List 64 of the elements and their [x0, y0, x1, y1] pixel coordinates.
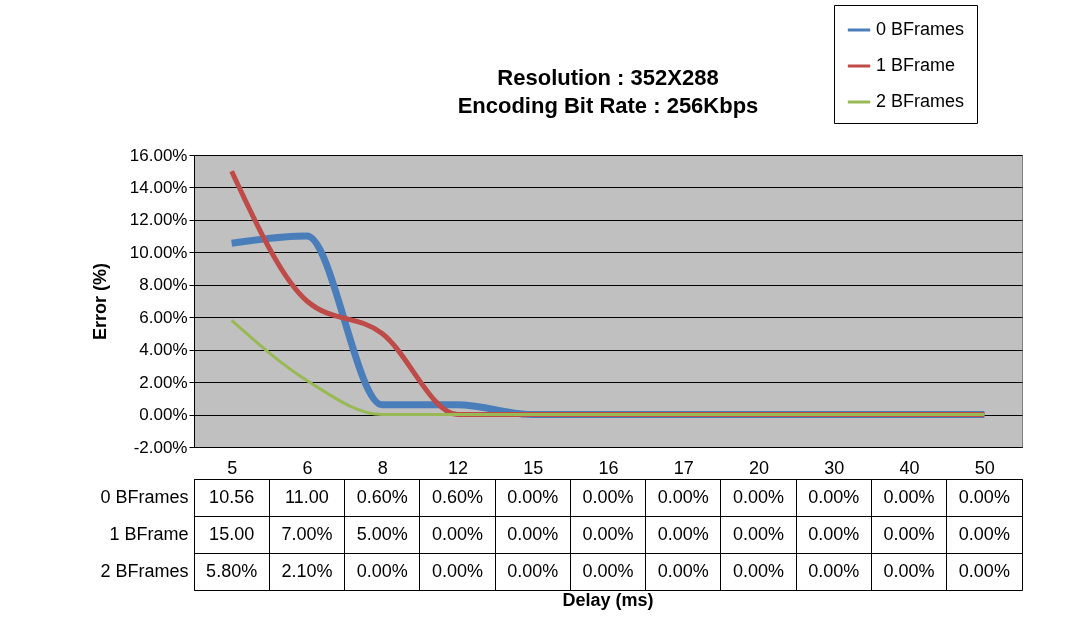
data-label: 11.00 [285, 486, 329, 507]
data-label: 0.00% [808, 523, 860, 544]
text: 1 BFrame [109, 523, 189, 544]
data-label: 2.10% [281, 560, 333, 581]
data-label: 0.00% [808, 560, 860, 581]
data-label: 5.80% [206, 560, 258, 581]
x-tick-label: 8 [377, 457, 388, 478]
text: 0 BFrames [100, 486, 189, 507]
data-label: 0.00% [958, 486, 1010, 507]
x-tick-label: 6 [302, 457, 313, 478]
y-tick-label: 8.00% [139, 275, 188, 295]
data-label: 0.00% [431, 523, 483, 544]
y-tick-label: 2.00% [139, 372, 188, 392]
y-tick-label: 16.00% [129, 145, 188, 165]
y-tick-label: -2.00% [133, 437, 188, 457]
legend-label: 1 BFrame [876, 55, 956, 75]
data-label: 0.00% [431, 560, 483, 581]
chart-subtitle: Encoding Bit Rate : 256Kbps [457, 93, 759, 118]
data-label: 0.00% [733, 523, 785, 544]
chart-title: Resolution : 352X288 [497, 65, 719, 90]
y-tick-label: 4.00% [139, 340, 188, 360]
text: Delay (ms) [562, 590, 654, 610]
legend-label: 0 BFrames [876, 19, 965, 39]
x-tick-label: 20 [749, 457, 770, 478]
x-tick-label: 5 [227, 457, 238, 478]
data-label: 0.00% [507, 486, 559, 507]
data-label: 0.00% [507, 523, 559, 544]
legend-label: 2 BFrames [876, 91, 965, 111]
data-label: 0.60% [356, 486, 408, 507]
y-tick-label: 14.00% [129, 177, 188, 197]
data-label: 0.00% [808, 486, 860, 507]
data-label: 0.00% [657, 560, 709, 581]
y-tick-label: 10.00% [129, 242, 188, 262]
data-label: 10.56 [209, 486, 255, 507]
x-tick-label: 17 [673, 457, 694, 478]
data-label: 0.00% [657, 523, 709, 544]
data-label: 0.00% [582, 486, 634, 507]
data-label: 0.00% [582, 523, 634, 544]
data-label: 5.00% [356, 523, 408, 544]
data-label: 0.00% [356, 560, 408, 581]
data-label: 0.00% [733, 560, 785, 581]
data-label: 15.00 [209, 523, 255, 544]
data-label: 0.00% [507, 560, 559, 581]
data-label: 0.00% [883, 523, 935, 544]
x-tick-label: 40 [899, 457, 920, 478]
x-tick-label: 12 [447, 457, 468, 478]
text: 2 BFrames [100, 560, 189, 581]
x-tick-label: 15 [523, 457, 544, 478]
y-tick-label: 12.00% [129, 210, 188, 230]
data-label: 0.00% [657, 486, 709, 507]
y-tick-label: 0.00% [139, 405, 188, 425]
data-label: 0.00% [958, 560, 1010, 581]
data-label: 0.00% [883, 486, 935, 507]
data-label: 0.60% [431, 486, 483, 507]
x-tick-label: 16 [598, 457, 619, 478]
data-label: 7.00% [281, 523, 333, 544]
x-tick-label: 30 [824, 457, 845, 478]
y-tick-label: 6.00% [139, 307, 188, 327]
data-label: 0.00% [883, 560, 935, 581]
y-axis-title: Error (%) [89, 262, 110, 341]
data-label: 0.00% [958, 523, 1010, 544]
x-tick-label: 50 [974, 457, 995, 478]
data-label: 0.00% [582, 560, 634, 581]
data-label: 0.00% [733, 486, 785, 507]
